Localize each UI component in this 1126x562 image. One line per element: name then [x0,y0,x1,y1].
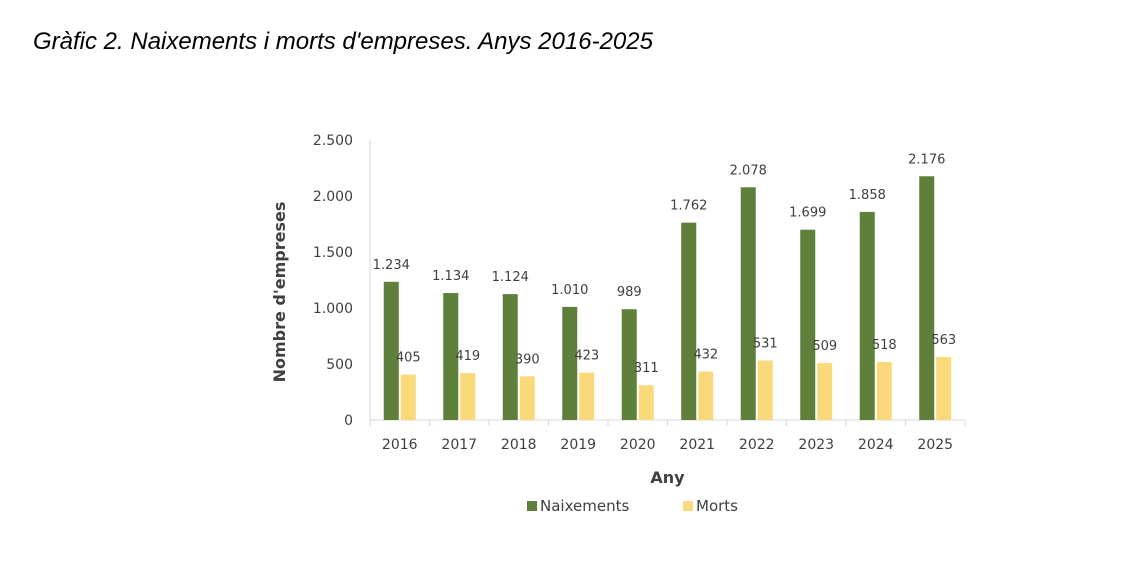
bar-naixements [800,229,816,420]
x-tick-label: 2023 [798,437,834,453]
x-tick-label: 2019 [560,437,596,453]
bar-morts [400,374,416,420]
data-label-naixements: 1.858 [849,188,886,203]
data-label-morts: 432 [693,348,718,363]
bar-morts [519,376,535,420]
x-axis-title: Any [650,468,685,487]
data-label-morts: 563 [931,333,956,348]
bar-naixements [740,187,756,420]
x-tick-label: 2020 [620,437,656,453]
x-tick-label: 2021 [679,437,715,453]
bar-morts [698,371,714,420]
bar-naixements [383,281,399,420]
y-tick-label: 2.000 [313,189,353,205]
y-tick-label: 2.500 [313,133,353,149]
data-label-naixements: 1.234 [373,258,410,273]
bar-naixements [562,306,578,420]
x-tick-label: 2022 [739,437,775,453]
y-tick-label: 500 [326,357,353,373]
data-label-naixements: 1.762 [670,199,707,214]
bar-naixements [919,176,935,420]
legend-label-morts: Morts [696,497,738,515]
data-label-naixements: 2.078 [730,163,767,178]
data-label-naixements: 989 [617,285,642,300]
bar-naixements [502,294,518,420]
bar-naixements [681,222,697,420]
data-label-morts: 531 [753,337,778,352]
data-label-morts: 509 [812,339,837,354]
data-label-naixements: 1.010 [551,283,588,298]
x-tick-label: 2016 [382,437,418,453]
x-tick-label: 2024 [858,437,894,453]
x-tick-label: 2018 [501,437,537,453]
data-label-morts: 518 [872,338,897,353]
bar-naixements [443,292,459,420]
chart-title: Gràfic 2. Naixements i morts d'empreses.… [33,28,653,55]
data-label-morts: 423 [574,349,599,364]
x-tick-label: 2025 [917,437,953,453]
data-label-morts: 390 [515,352,540,367]
data-label-naixements: 1.699 [789,206,826,221]
data-label-morts: 405 [396,351,421,366]
legend-swatch-naixements [527,501,537,511]
data-label-naixements: 1.124 [492,270,529,285]
bar-morts [460,373,476,420]
data-label-naixements: 1.134 [432,269,469,284]
bar-morts [638,385,654,420]
bar-morts [876,361,892,420]
bar-naixements [621,309,637,420]
legend-label-naixements: Naixements [540,497,629,515]
bar-morts [579,372,595,420]
bar-naixements [859,211,875,420]
y-tick-label: 1.500 [313,245,353,261]
data-label-naixements: 2.176 [908,152,945,167]
bar-morts [817,362,833,420]
bar-morts [936,356,952,420]
y-axis-title: Nombre d'empreses [270,202,289,383]
legend-swatch-morts [683,501,693,511]
x-tick-label: 2017 [441,437,477,453]
data-label-morts: 311 [634,361,659,376]
bar-morts [757,360,773,420]
y-tick-label: 1.000 [313,301,353,317]
y-tick-label: 0 [344,413,353,429]
data-label-morts: 419 [455,349,480,364]
